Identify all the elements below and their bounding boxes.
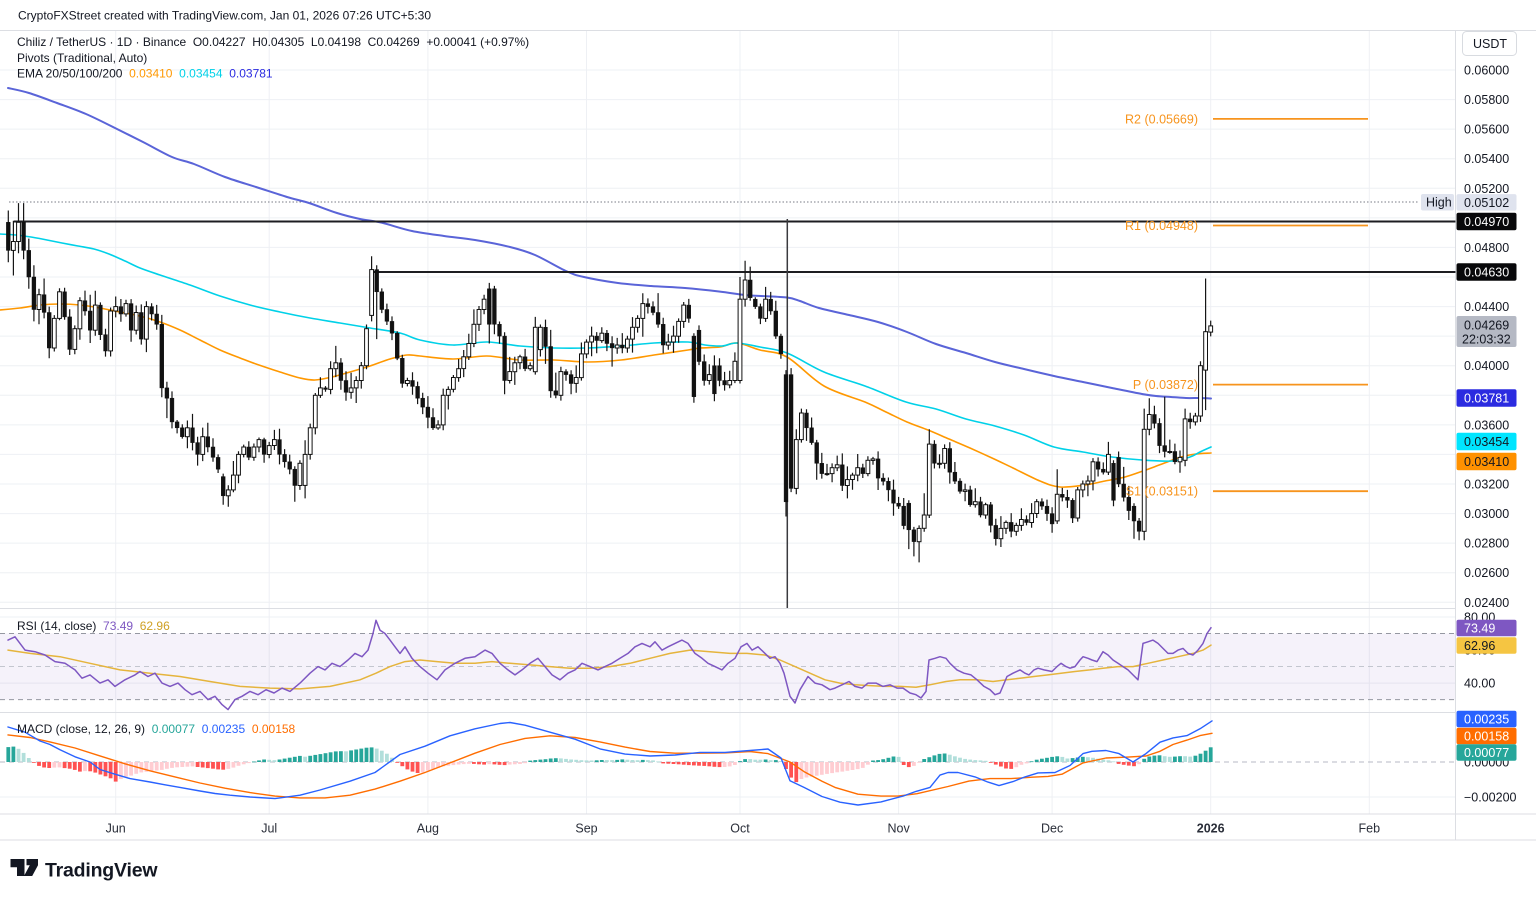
svg-text:0.04970: 0.04970 — [1464, 215, 1509, 229]
svg-text:P (0.03872): P (0.03872) — [1133, 378, 1198, 392]
svg-text:0.04800: 0.04800 — [1464, 241, 1509, 255]
svg-text:0.03200: 0.03200 — [1464, 478, 1509, 492]
svg-text:TradingView: TradingView — [45, 860, 158, 882]
svg-text:22:03:32: 22:03:32 — [1462, 333, 1511, 347]
svg-text:0.03454: 0.03454 — [1464, 435, 1509, 449]
svg-text:R2 (0.05669): R2 (0.05669) — [1125, 112, 1198, 126]
svg-text:RSI (14, close) 73.49 62.96: RSI (14, close) 73.49 62.96 — [17, 619, 170, 633]
svg-text:0.03600: 0.03600 — [1464, 418, 1509, 432]
svg-text:Nov: Nov — [887, 822, 910, 836]
svg-text:−0.00200: −0.00200 — [1464, 791, 1517, 805]
svg-text:CryptoFXStreet created with Tr: CryptoFXStreet created with TradingView.… — [18, 9, 431, 23]
svg-text:2026: 2026 — [1197, 822, 1225, 836]
svg-text:R1 (0.04948): R1 (0.04948) — [1125, 219, 1198, 233]
svg-text:Jul: Jul — [261, 822, 277, 836]
svg-text:Chiliz / TetherUS · 1D · Binan: Chiliz / TetherUS · 1D · Binance O0.0422… — [17, 35, 529, 49]
svg-text:Aug: Aug — [417, 822, 439, 836]
svg-text:MACD (close, 12, 26, 9) 0.000: MACD (close, 12, 26, 9) 0.00077 0.00235 … — [17, 722, 296, 736]
svg-text:0.00235: 0.00235 — [1464, 713, 1509, 727]
svg-text:0.05200: 0.05200 — [1464, 182, 1509, 196]
svg-text:0.04269: 0.04269 — [1464, 319, 1509, 333]
svg-text:Sep: Sep — [575, 822, 597, 836]
svg-text:0.04400: 0.04400 — [1464, 300, 1509, 314]
svg-text:0.05800: 0.05800 — [1464, 93, 1509, 107]
svg-text:S1 (0.03151): S1 (0.03151) — [1126, 485, 1198, 499]
svg-text:Pivots (Traditional, Auto): Pivots (Traditional, Auto) — [17, 51, 147, 65]
svg-text:0.03781: 0.03781 — [1464, 392, 1509, 406]
svg-text:0.06000: 0.06000 — [1464, 64, 1509, 78]
svg-text:Jun: Jun — [106, 822, 126, 836]
svg-text:0.04630: 0.04630 — [1464, 266, 1509, 280]
svg-text:0.05600: 0.05600 — [1464, 123, 1509, 137]
svg-text:High: High — [1426, 196, 1452, 210]
svg-text:EMA 20/50/100/200 0.03410 0.: EMA 20/50/100/200 0.03410 0.03454 0.0378… — [17, 67, 273, 81]
svg-text:0.05102: 0.05102 — [1464, 196, 1509, 210]
svg-text:0.05400: 0.05400 — [1464, 152, 1509, 166]
svg-text:Dec: Dec — [1041, 822, 1063, 836]
svg-text:0.02400: 0.02400 — [1464, 596, 1509, 610]
svg-text:73.49: 73.49 — [1464, 622, 1495, 636]
svg-text:0.00158: 0.00158 — [1464, 730, 1509, 744]
svg-text:40.00: 40.00 — [1464, 677, 1495, 691]
svg-text:0.02600: 0.02600 — [1464, 566, 1509, 580]
svg-text:0.02800: 0.02800 — [1464, 537, 1509, 551]
svg-text:0.03000: 0.03000 — [1464, 507, 1509, 521]
svg-text:0.00077: 0.00077 — [1464, 746, 1509, 760]
svg-text:Feb: Feb — [1359, 822, 1381, 836]
svg-text:USDT: USDT — [1473, 37, 1507, 51]
svg-text:0.04000: 0.04000 — [1464, 359, 1509, 373]
svg-text:Oct: Oct — [730, 822, 750, 836]
svg-text:0.03410: 0.03410 — [1464, 455, 1509, 469]
svg-text:62.96: 62.96 — [1464, 639, 1495, 653]
